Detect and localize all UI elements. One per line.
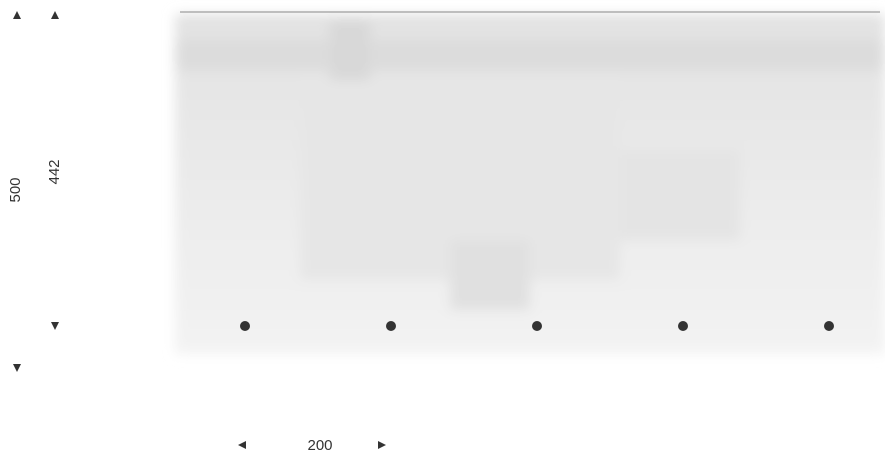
outer-height-label: 500 — [7, 177, 24, 202]
screen: 500 442 200 — [0, 0, 885, 455]
spacing-label: 200 — [307, 437, 332, 454]
inner-height-label: 442 — [46, 159, 63, 184]
blurred-panel — [175, 14, 885, 354]
